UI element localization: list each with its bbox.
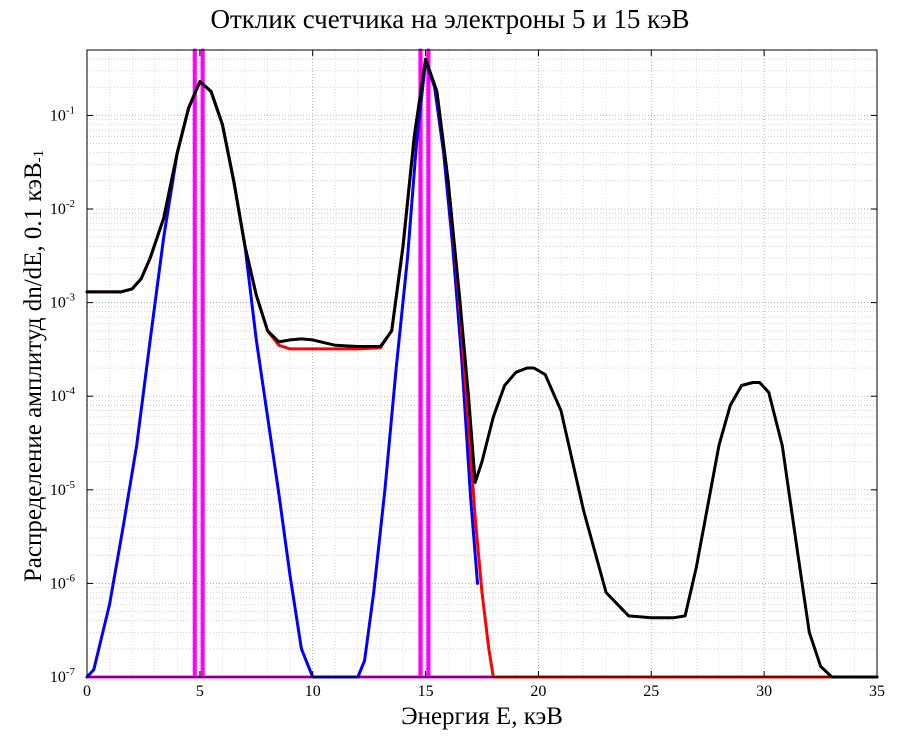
x-tick-label: 5 [196, 683, 204, 700]
grid-lines [87, 49, 877, 678]
plot-area-background [87, 50, 877, 677]
x-tick-label: 35 [869, 683, 885, 700]
y-tick-label: 10-4 [50, 385, 76, 405]
y-axis-label-text: Распределение амплитуд dn/dE, 0.1 кэВ [20, 162, 47, 583]
y-axis-label-unit-exponent: -1 [31, 149, 47, 163]
x-tick-label: 20 [530, 683, 546, 700]
x-tick-label: 10 [305, 683, 321, 700]
chart-title: Отклик счетчика на электроны 5 и 15 кэВ [210, 4, 690, 34]
tick-marks [86, 50, 878, 678]
y-axis-label: Распределение амплитуд dn/dE, 0.1 кэВ-1 [20, 150, 48, 582]
plot-area-frame [86, 49, 878, 678]
tick-labels: 10-7 10-6 10-5 10-4 10-3 10-2 10-1 0 5 10 15 20 25 30… [50, 104, 885, 700]
y-tick-label: 10-1 [50, 104, 75, 124]
x-tick-label: 0 [83, 683, 91, 700]
x-axis-label: Энергия E, кэВ [401, 703, 563, 730]
y-tick-label: 10-3 [50, 292, 76, 312]
y-tick-label: 10-5 [50, 479, 76, 499]
x-tick-label: 15 [418, 683, 434, 700]
x-tick-label: 25 [643, 683, 659, 700]
x-tick-label: 30 [756, 683, 772, 700]
y-tick-label: 10-6 [50, 572, 76, 592]
y-tick-label: 10-7 [50, 666, 76, 686]
y-tick-label: 10-2 [50, 198, 75, 218]
series-line [85, 57, 879, 679]
